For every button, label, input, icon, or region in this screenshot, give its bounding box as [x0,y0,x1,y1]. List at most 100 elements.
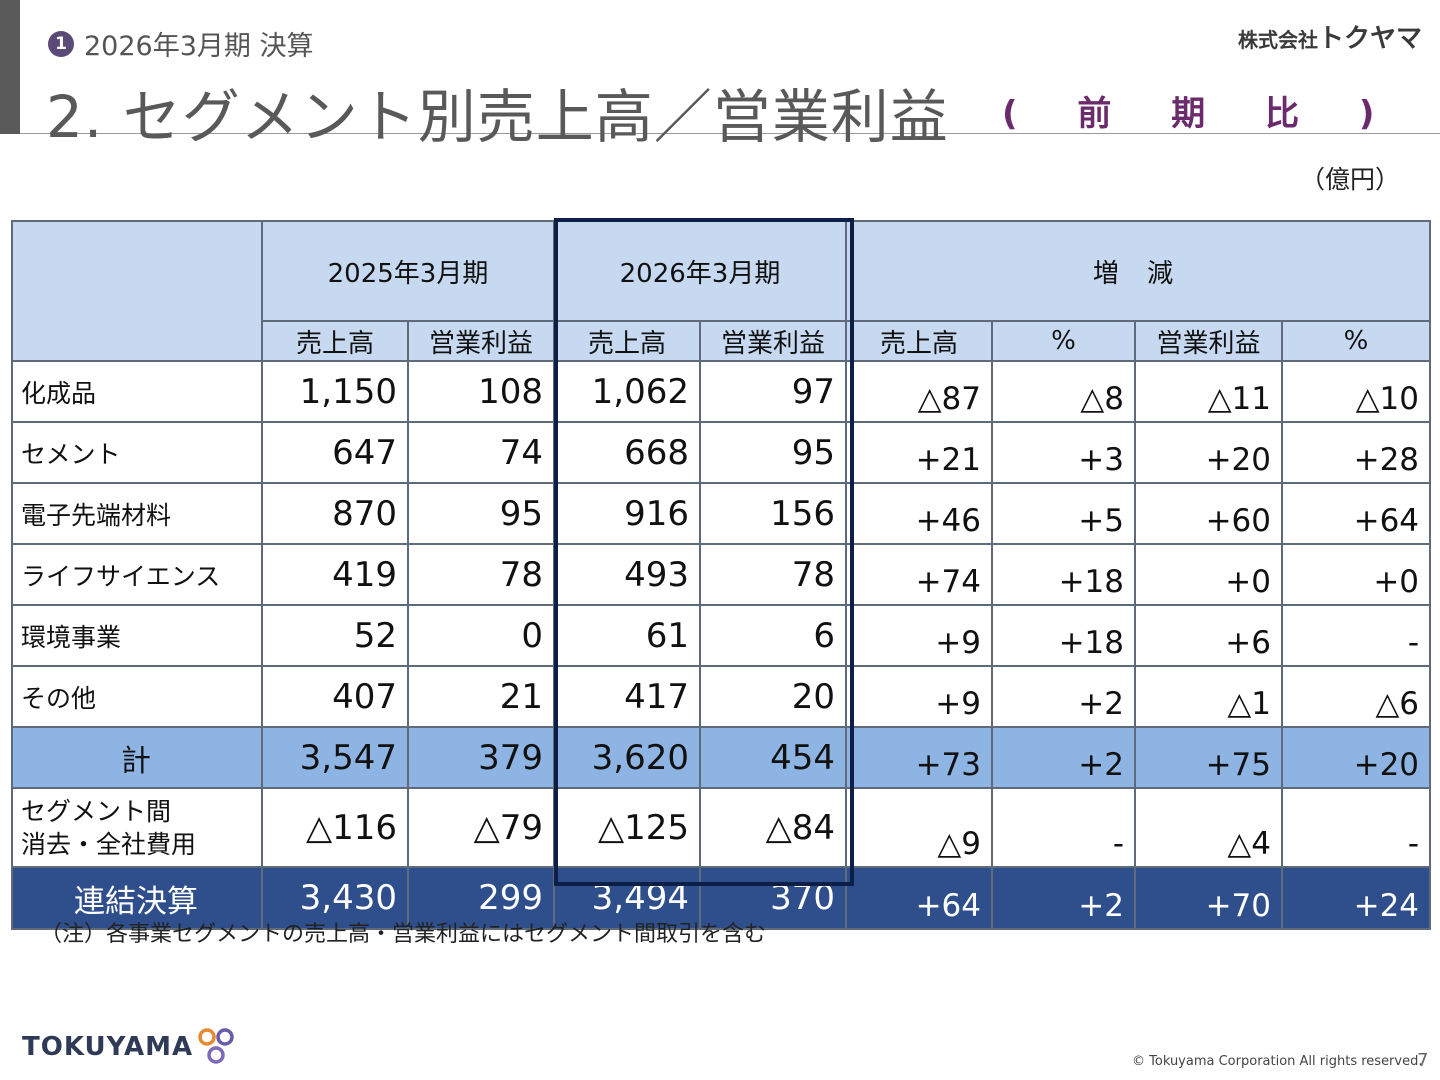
change-cell: +2 [991,866,1136,930]
subheader-sales-2025: 売上高 [261,320,409,362]
table-row: 電子先端材料 870 95 916 156 +46 +5 +60 +64 [11,482,1432,545]
change-cell: +74 [845,543,993,606]
subheader-op-profit-2025: 営業利益 [407,320,555,362]
group-header-change: 増 減 [844,220,1432,322]
change-cell: △87 [845,360,993,423]
subtitle-close-paren: ) [1358,94,1379,134]
value-cell: 1,062 [553,360,701,423]
elimination-row: セグメント間 消去・全社費用 △116 △79 △125 △84 △9 - △4… [11,787,1432,868]
subtitle-open-paren: ( [1002,94,1022,134]
section-number-badge: 1 [48,30,74,57]
total-label: 計 [11,726,263,789]
subheader-sales-2026: 売上高 [553,320,701,362]
change-cell: +9 [845,665,993,728]
change-cell: △1 [1134,665,1283,728]
value-cell: 668 [553,421,701,484]
change-cell: +5 [991,482,1136,545]
value-cell: 6 [699,604,847,667]
copyright-text: © Tokuyama Corporation All rights reserv… [1132,1054,1423,1069]
group-header-fy2025: 2025年3月期 [261,220,555,322]
segment-label: ライフサイエンス [11,543,263,606]
change-cell: +20 [1280,726,1432,789]
value-cell: △84 [699,787,847,868]
change-cell: +73 [845,726,993,789]
value-cell: 379 [407,726,555,789]
change-cell: +9 [845,604,993,667]
elimination-label-line2: 消去・全社費用 [21,829,197,859]
section-kicker: 1 2026年3月期 決算 [48,24,313,63]
value-cell: 407 [261,665,409,728]
change-cell: △8 [991,360,1136,423]
header-divider [20,133,1440,134]
value-cell: 370 [699,866,847,930]
value-cell: 419 [261,543,409,606]
segment-label: その他 [11,665,263,728]
company-logo-prefix: 株式会社 [1237,28,1318,52]
value-cell: 3,430 [261,866,409,930]
change-cell: △10 [1280,360,1432,423]
value-cell: 417 [553,665,701,728]
change-cell: +64 [845,866,993,930]
change-cell: - [1280,604,1432,667]
change-cell: +21 [845,421,993,484]
value-cell: 21 [407,665,555,728]
page-subtitle: ( 前 期 比 ) [1002,86,1378,135]
segment-label: 化成品 [11,360,263,423]
change-cell: △4 [1134,787,1283,868]
subtitle-char-2: 期 [1171,94,1210,134]
value-cell: 0 [407,604,555,667]
elimination-label: セグメント間 消去・全社費用 [11,787,263,868]
subheader-sales-change: 売上高 [845,320,993,362]
change-cell: - [1280,787,1432,868]
value-cell: 108 [407,360,555,423]
page-title: 2. セグメント別売上高／営業利益 [46,83,949,151]
change-cell: +64 [1280,482,1432,545]
change-cell: +24 [1280,866,1432,930]
table-row: 化成品 1,150 108 1,062 97 △87 △8 △11 △10 [11,360,1432,423]
change-cell: +60 [1134,482,1283,545]
value-cell: 1,150 [261,360,409,423]
value-cell: 454 [699,726,847,789]
value-cell: △79 [407,787,555,868]
table-row: ライフサイエンス 419 78 493 78 +74 +18 +0 +0 [11,543,1432,606]
segment-label: セメント [11,421,263,484]
change-cell: △11 [1134,360,1283,423]
value-cell: 20 [699,665,847,728]
value-cell: 870 [261,482,409,545]
change-cell: △6 [1280,665,1432,728]
elimination-label-line1: セグメント間 [21,796,172,826]
value-cell: △125 [553,787,701,868]
unit-label: （億円） [1300,165,1401,194]
total-row: 計 3,547 379 3,620 454 +73 +2 +75 +20 [11,726,1432,789]
value-cell: 74 [407,421,555,484]
subtitle-char-3: 比 [1265,94,1304,134]
value-cell: 493 [553,543,701,606]
subtitle-char-1: 前 [1077,94,1116,134]
value-cell: 299 [407,866,555,930]
subheader-sales-change-pct: % [991,320,1136,362]
subheader-op-profit-change: 営業利益 [1134,320,1283,362]
value-cell: 78 [407,543,555,606]
value-cell: 3,620 [553,726,701,789]
segment-label: 電子先端材料 [11,482,263,545]
change-cell: +20 [1134,421,1283,484]
footer-logo: TOKUYAMA [22,1026,235,1068]
segment-label: 環境事業 [11,604,263,667]
value-cell: △116 [261,787,409,868]
change-cell: +2 [991,665,1136,728]
subheader-op-profit-2026: 営業利益 [699,320,847,362]
change-cell: +0 [1134,543,1283,606]
value-cell: 916 [553,482,701,545]
value-cell: 78 [699,543,847,606]
consolidated-label: 連結決算 [11,866,263,930]
table-row: セメント 647 74 668 95 +21 +3 +20 +28 [11,421,1432,484]
change-cell: +18 [991,543,1136,606]
footer-logo-wordmark: TOKUYAMA [22,1032,194,1062]
change-cell: △9 [845,787,993,868]
footnote: （注）各事業セグメントの売上高・営業利益にはセグメント間取引を含む [40,922,767,947]
change-cell: +70 [1134,866,1283,930]
change-cell: - [991,787,1136,868]
group-header-fy2026: 2026年3月期 [553,220,847,322]
value-cell: 95 [407,482,555,545]
header-corner-cell [11,220,263,362]
